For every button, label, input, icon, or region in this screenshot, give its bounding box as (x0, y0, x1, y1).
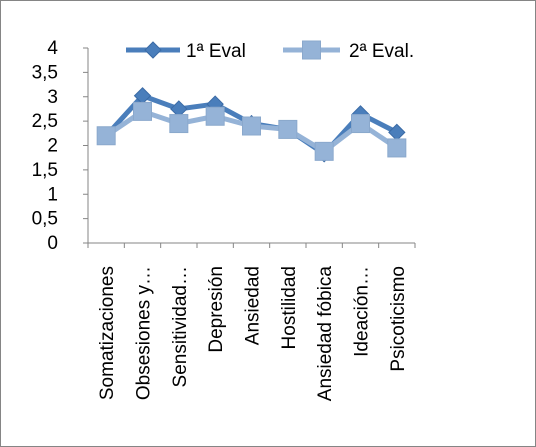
legend-label: 1ª Eval (186, 41, 246, 62)
series-layer (96, 87, 407, 163)
y-tick-label: 2 (47, 136, 58, 157)
x-tick-label: Somatizaciones (97, 266, 118, 400)
x-tick-label: Obsesiones y… (134, 266, 155, 400)
data-point (278, 119, 298, 139)
y-tick-label: 3 (47, 87, 58, 108)
x-tick-label: Psicoticismo (388, 266, 409, 372)
y-tick-label: 0 (47, 233, 58, 254)
series-2 (96, 101, 407, 161)
x-tick-label: Ansiedad fóbica (315, 266, 336, 402)
x-tick-label: Ansiedad (243, 266, 264, 345)
data-point (169, 114, 189, 134)
x-tick-label: Depresión (206, 266, 227, 353)
data-point (387, 138, 407, 158)
legend-item-1: 1ª Eval (126, 41, 246, 62)
y-tick-label: 4 (47, 38, 58, 59)
y-tick-label: 1,5 (32, 160, 58, 181)
legend-marker (302, 40, 321, 60)
legend-item-2: 2ª Eval. (283, 40, 414, 62)
x-tick-label: Hostilidad (279, 266, 300, 349)
x-tick-label: Ideación… (352, 266, 373, 357)
data-point (242, 116, 261, 136)
y-axis-tick-labels: 0 0,5 1 1,5 2 2,5 3 3,5 4 (32, 38, 59, 254)
legend-label: 2ª Eval. (349, 41, 414, 62)
legend-marker (144, 41, 162, 59)
x-tick-label: Sensitividad… (170, 266, 191, 387)
data-point (351, 114, 370, 134)
data-point (133, 101, 152, 121)
data-point (205, 106, 225, 126)
x-axis-tick-labels: Somatizaciones Obsesiones y… Sensitividad…… (97, 266, 409, 402)
data-point (96, 126, 116, 146)
y-tick-label: 0,5 (32, 209, 58, 230)
legend: 1ª Eval 2ª Eval. (126, 40, 414, 62)
y-tick-label: 1 (47, 184, 58, 205)
data-point (314, 141, 334, 161)
y-tick-label: 3,5 (32, 62, 58, 83)
y-tick-label: 2,5 (32, 111, 58, 132)
chart-axes (83, 47, 416, 248)
